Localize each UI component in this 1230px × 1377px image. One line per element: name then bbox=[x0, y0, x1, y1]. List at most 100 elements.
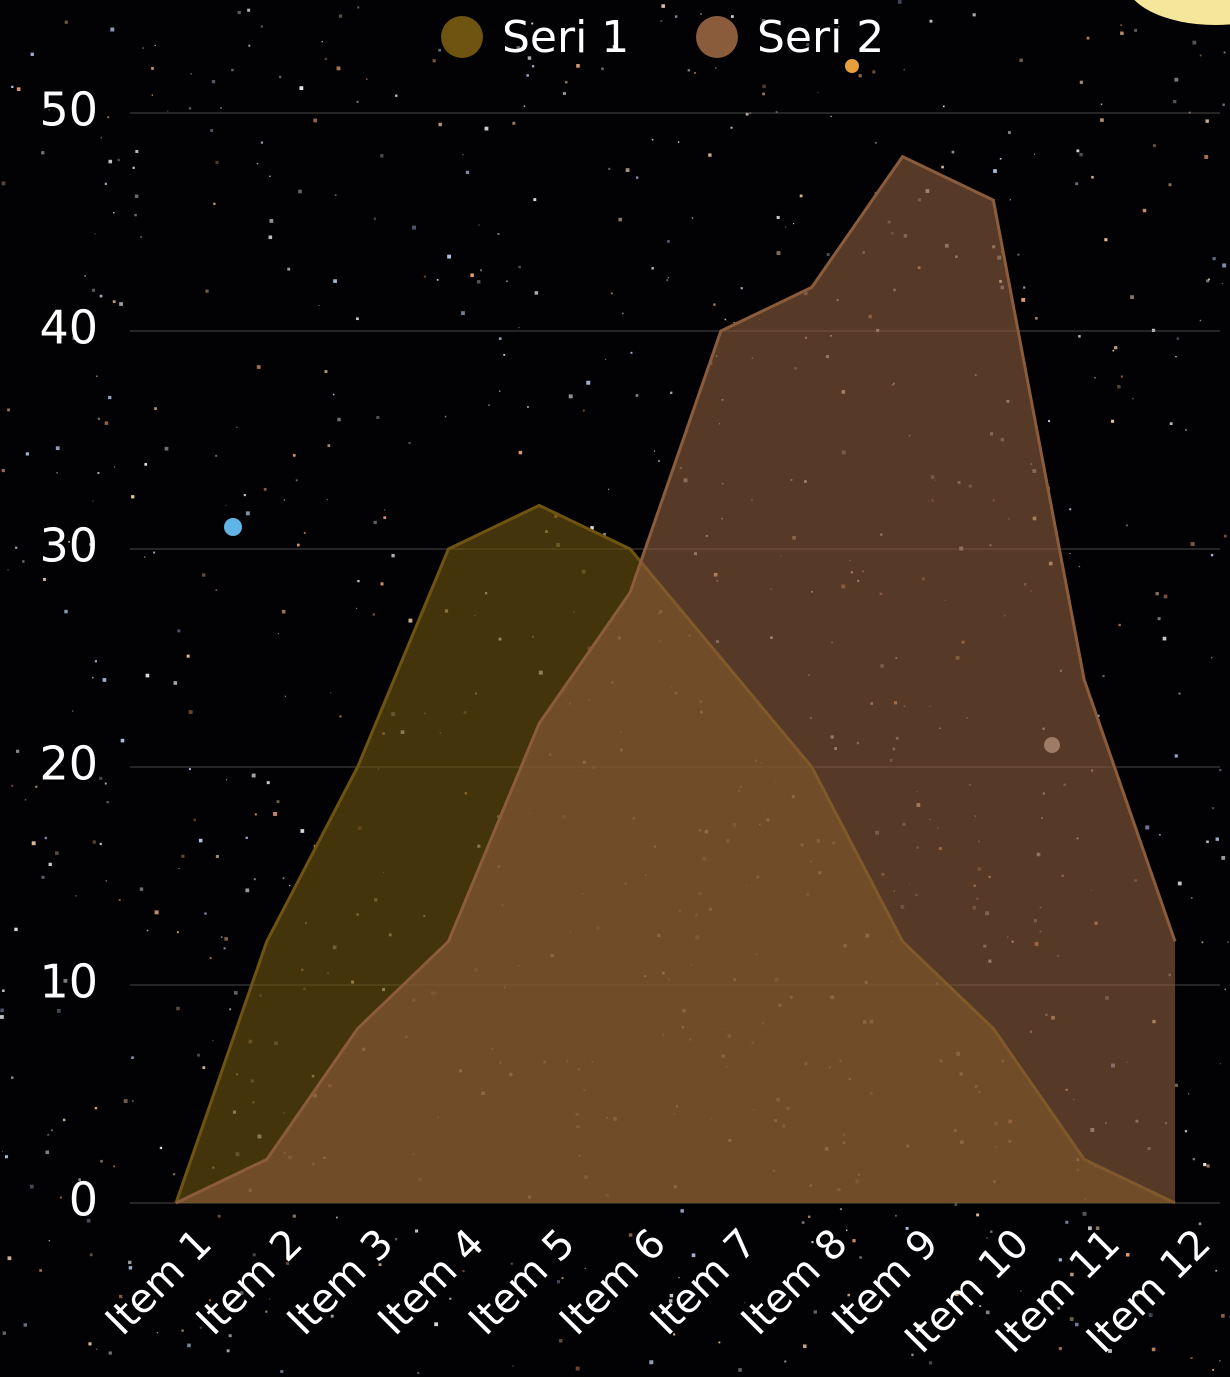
star bbox=[1205, 119, 1209, 123]
star bbox=[531, 22, 534, 25]
star bbox=[792, 223, 795, 225]
star bbox=[299, 86, 304, 91]
star bbox=[113, 212, 115, 214]
star bbox=[432, 59, 436, 63]
star bbox=[51, 1129, 53, 1132]
star bbox=[1201, 941, 1204, 944]
star bbox=[60, 336, 63, 339]
star bbox=[156, 1332, 159, 1334]
star bbox=[7, 408, 10, 412]
star bbox=[326, 498, 328, 501]
star bbox=[603, 533, 606, 536]
star bbox=[1088, 1226, 1092, 1231]
star bbox=[941, 165, 944, 169]
star bbox=[817, 91, 819, 94]
star bbox=[859, 1256, 862, 1259]
star bbox=[380, 582, 384, 586]
star bbox=[1079, 80, 1083, 84]
star bbox=[1219, 1063, 1222, 1065]
star bbox=[562, 91, 567, 95]
star bbox=[64, 609, 68, 614]
star bbox=[999, 158, 1002, 160]
star bbox=[590, 526, 594, 530]
star bbox=[635, 394, 639, 397]
star bbox=[1223, 51, 1226, 54]
star bbox=[582, 409, 585, 412]
star bbox=[220, 936, 223, 939]
star bbox=[251, 773, 256, 778]
star bbox=[265, 1310, 268, 1313]
star bbox=[1125, 1253, 1130, 1257]
star bbox=[176, 1006, 180, 1011]
star bbox=[0, 1008, 4, 1013]
star bbox=[236, 426, 238, 428]
star bbox=[461, 311, 465, 316]
star bbox=[243, 493, 246, 497]
star bbox=[1206, 279, 1210, 283]
star bbox=[102, 678, 107, 682]
star bbox=[415, 1229, 419, 1233]
star bbox=[512, 121, 516, 125]
star bbox=[852, 1239, 856, 1243]
star bbox=[1152, 144, 1156, 148]
star bbox=[336, 1216, 338, 1219]
star bbox=[16, 749, 20, 753]
star bbox=[1057, 1306, 1061, 1310]
star bbox=[678, 1277, 680, 1279]
star bbox=[215, 160, 219, 164]
star bbox=[224, 937, 228, 941]
star bbox=[993, 169, 997, 173]
star bbox=[108, 1351, 112, 1355]
star bbox=[1145, 825, 1150, 830]
star bbox=[119, 302, 123, 306]
star bbox=[140, 236, 143, 239]
star bbox=[131, 495, 135, 499]
star bbox=[417, 1371, 420, 1375]
star bbox=[1035, 317, 1038, 320]
star bbox=[1, 468, 5, 473]
star bbox=[668, 1299, 673, 1303]
star bbox=[1221, 282, 1223, 284]
star bbox=[89, 543, 92, 546]
star bbox=[25, 452, 30, 456]
star bbox=[1188, 1093, 1190, 1095]
star bbox=[1065, 1220, 1069, 1224]
star bbox=[806, 43, 810, 47]
star bbox=[151, 94, 154, 96]
star bbox=[449, 1297, 452, 1300]
star bbox=[928, 1361, 933, 1365]
star bbox=[687, 69, 691, 72]
star bbox=[128, 1266, 133, 1270]
star bbox=[1227, 941, 1229, 943]
star bbox=[802, 1344, 807, 1349]
star bbox=[110, 27, 115, 32]
star bbox=[1204, 155, 1209, 159]
star bbox=[1020, 1290, 1022, 1292]
star bbox=[845, 59, 859, 73]
star bbox=[357, 6, 360, 9]
star bbox=[95, 1348, 98, 1350]
star bbox=[215, 854, 219, 858]
legend-label: Seri 1 bbox=[502, 12, 629, 63]
star bbox=[670, 391, 673, 394]
star bbox=[1221, 856, 1226, 860]
star bbox=[1117, 385, 1121, 389]
star bbox=[1076, 149, 1080, 153]
star bbox=[1013, 1330, 1017, 1334]
star bbox=[776, 251, 781, 255]
star bbox=[612, 45, 616, 49]
star bbox=[106, 800, 109, 804]
star bbox=[1222, 263, 1227, 268]
star bbox=[224, 518, 242, 536]
star bbox=[176, 931, 179, 934]
star bbox=[667, 276, 670, 279]
star bbox=[135, 150, 139, 153]
star bbox=[718, 1341, 721, 1344]
star bbox=[266, 781, 270, 785]
star bbox=[1222, 103, 1225, 107]
star bbox=[337, 417, 341, 422]
star bbox=[1130, 295, 1134, 299]
star bbox=[674, 15, 678, 18]
star bbox=[1023, 286, 1026, 289]
